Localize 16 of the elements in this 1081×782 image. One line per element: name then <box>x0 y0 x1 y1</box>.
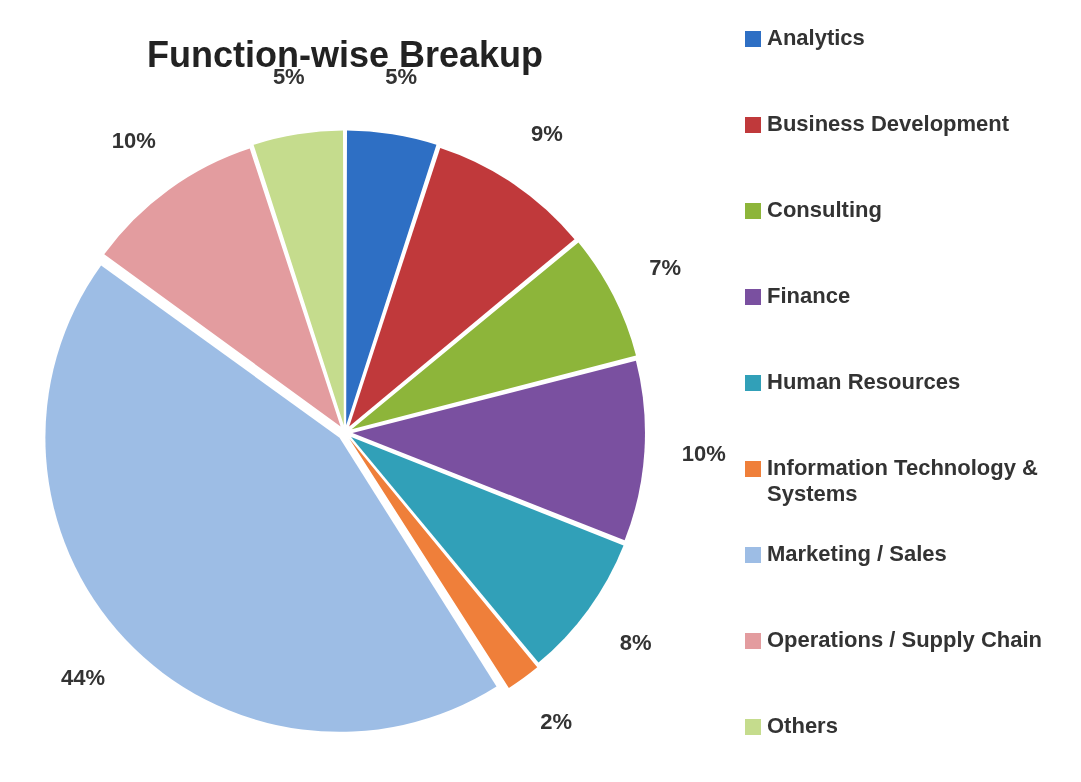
data-label: 7% <box>649 255 682 281</box>
legend-label: Human Resources <box>767 369 961 395</box>
data-label: 2% <box>540 709 573 735</box>
legend-label: Information Technology & Systems <box>767 455 1039 507</box>
data-label: 10% <box>111 127 156 153</box>
data-label: 8% <box>619 629 652 655</box>
data-label: 10% <box>681 441 726 467</box>
legend-label: Finance <box>767 283 851 309</box>
legend-label: Others <box>767 713 838 739</box>
legend-label: Consulting <box>767 197 882 223</box>
legend-label: Marketing / Sales <box>767 541 947 567</box>
data-label: 44% <box>60 664 106 690</box>
legend-label: Operations / Supply Chain <box>767 627 1043 653</box>
legend-label: Analytics <box>767 25 865 51</box>
legend-label: Business Development <box>767 111 1010 137</box>
data-label: 9% <box>531 121 563 147</box>
